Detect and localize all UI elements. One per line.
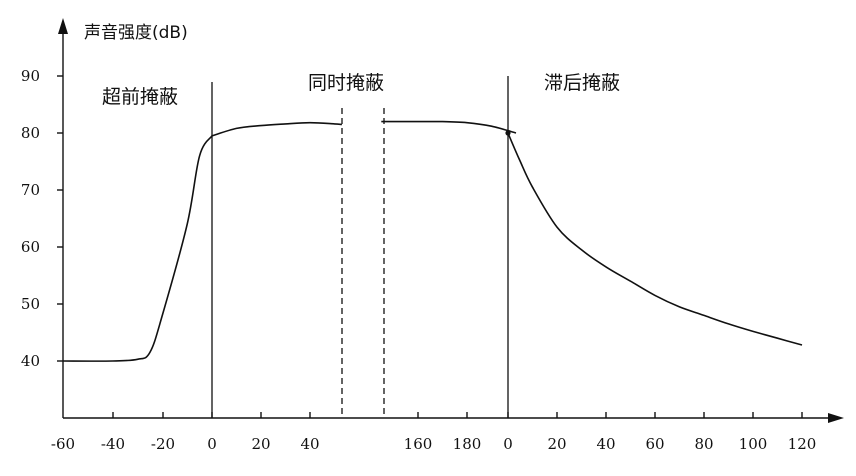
x-tick-label: 20 [251,435,270,453]
x-tick-label: 40 [300,435,319,453]
x-tick-label: -40 [101,435,125,453]
x-tick-label: 160 [404,435,433,453]
x-tick-label: 80 [694,435,713,453]
y-axis-arrow-icon [58,18,68,34]
x-tick-label: -20 [151,435,175,453]
y-tick-label: 60 [21,238,40,256]
x-tick-label: 40 [596,435,615,453]
x-tick-label: 180 [453,435,482,453]
region-label-pre-masking: 超前掩蔽 [102,86,178,108]
x-tick-label: -60 [51,435,75,453]
x-tick-label: 0 [207,435,217,453]
x-axis-arrow-icon [828,413,844,423]
x-tick-label: 0 [503,435,513,453]
curve-simultaneous-end [381,120,517,134]
y-tick-label: 40 [21,352,40,370]
x-tick-label: 20 [547,435,566,453]
curve-pre [62,135,213,362]
region-label-simultaneous-masking: 同时掩蔽 [308,72,384,94]
x-tick-label: 60 [645,435,664,453]
curve-simultaneous-start [211,121,342,137]
y-tick-label: 50 [21,295,40,313]
masker-offset-point [505,130,511,136]
curve-post [507,132,803,346]
y-tick-label: 80 [21,124,40,142]
y-ticks: 40 50 60 70 80 90 [21,67,63,370]
x-ticks: -60 -40 -20 0 20 40 160 180 0 20 40 60 80 100 120 [51,412,816,453]
region-label-post-masking: 滞后掩蔽 [544,72,620,94]
y-axis-label: 声音强度(dB) [84,23,188,43]
x-tick-label: 100 [739,435,768,453]
y-tick-label: 90 [21,67,40,85]
masking-curves [62,120,803,362]
x-tick-label: 120 [788,435,817,453]
y-tick-label: 70 [21,181,40,199]
